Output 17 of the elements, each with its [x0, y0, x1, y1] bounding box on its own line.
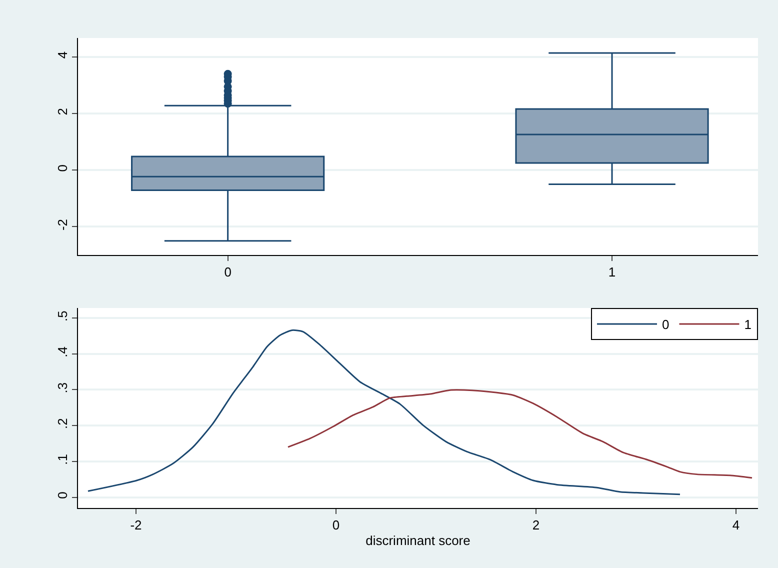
x-tick-label: 4: [732, 518, 740, 533]
y-tick-label: 2: [54, 108, 70, 116]
x-tick-label: 0: [332, 518, 340, 533]
legend-label: 1: [744, 317, 752, 332]
y-tick-label: -2: [54, 218, 70, 231]
x-axis-title: discriminant score: [366, 533, 470, 548]
y-tick-label: .2: [54, 418, 70, 430]
y-tick-label: 4: [54, 51, 70, 59]
y-tick-label: 0: [54, 492, 70, 499]
y-tick-label: .5: [54, 310, 70, 322]
y-tick-label: .4: [54, 346, 70, 358]
y-tick-label: 0: [54, 164, 70, 172]
y-tick-label: .3: [54, 382, 70, 394]
legend-label: 0: [662, 317, 670, 332]
x-tick-label: -2: [130, 518, 142, 533]
y-tick-label: .1: [54, 454, 70, 465]
x-tick-label: 2: [532, 518, 540, 533]
